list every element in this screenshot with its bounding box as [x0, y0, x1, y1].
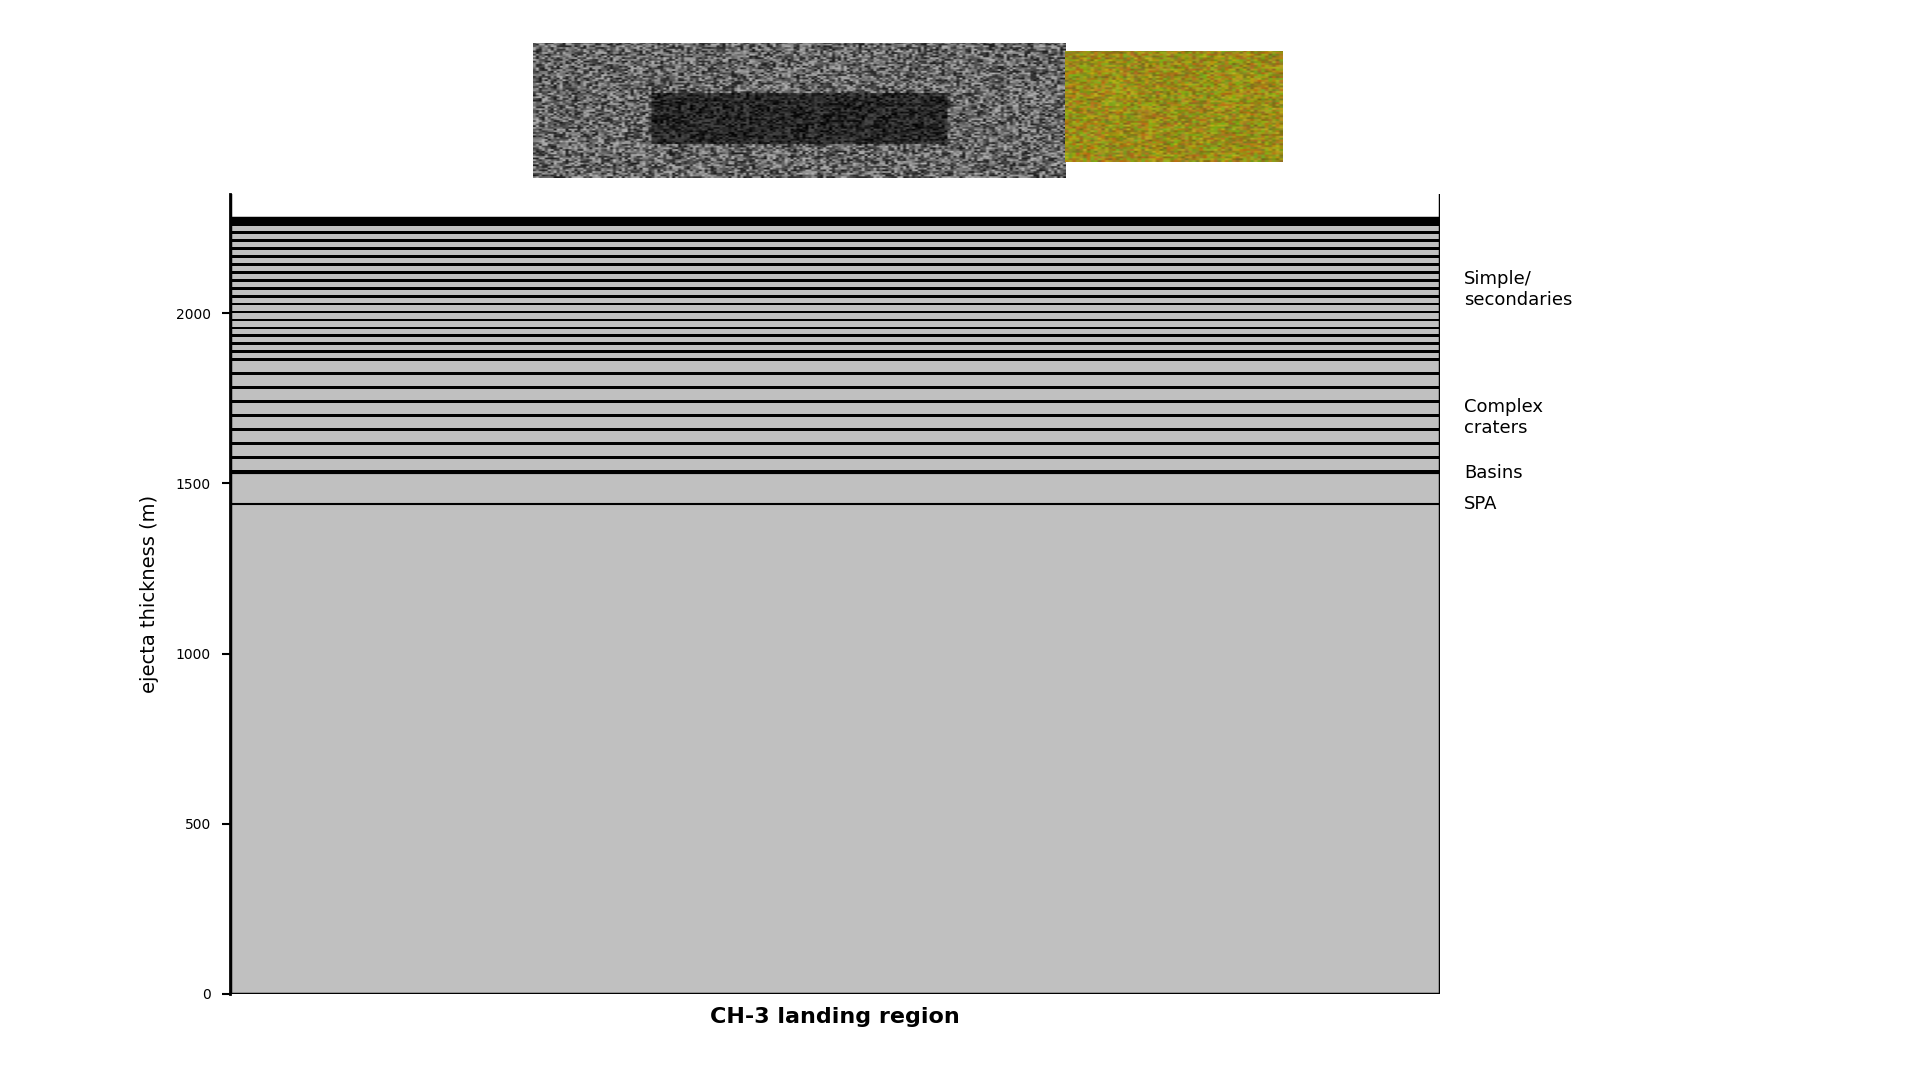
Bar — [230, 428, 1440, 431]
Bar — [230, 386, 1440, 389]
Bar — [230, 234, 1440, 240]
Bar — [230, 400, 1440, 403]
Bar — [230, 258, 1440, 264]
Bar — [230, 289, 1440, 295]
Bar — [230, 242, 1440, 247]
Bar — [230, 470, 1440, 473]
Text: Complex
craters: Complex craters — [1465, 397, 1544, 436]
Text: Basins: Basins — [1465, 464, 1523, 483]
Bar — [230, 218, 1440, 222]
Bar — [230, 226, 1440, 231]
Bar — [230, 298, 1440, 302]
Bar — [230, 306, 1440, 311]
Y-axis label: ejecta thickness (m): ejecta thickness (m) — [140, 495, 159, 693]
Bar — [230, 353, 1440, 359]
Bar — [230, 273, 1440, 279]
Bar — [230, 313, 1440, 319]
Bar — [230, 361, 1440, 473]
Bar — [230, 218, 1440, 224]
Bar — [230, 337, 1440, 342]
Bar — [230, 456, 1440, 459]
Bar — [230, 372, 1440, 375]
Text: Simple/
secondaries: Simple/ secondaries — [1465, 270, 1572, 309]
Bar — [230, 504, 1440, 994]
Bar — [230, 442, 1440, 445]
Bar — [230, 473, 1440, 504]
Bar — [230, 329, 1440, 335]
Bar — [230, 322, 1440, 326]
Bar — [230, 282, 1440, 287]
Bar — [230, 346, 1440, 350]
Bar — [230, 266, 1440, 271]
X-axis label: CH-3 landing region: CH-3 landing region — [710, 1008, 960, 1027]
Bar — [230, 249, 1440, 255]
Text: SPA: SPA — [1465, 495, 1498, 513]
Bar — [230, 414, 1440, 417]
Bar — [230, 218, 1440, 361]
